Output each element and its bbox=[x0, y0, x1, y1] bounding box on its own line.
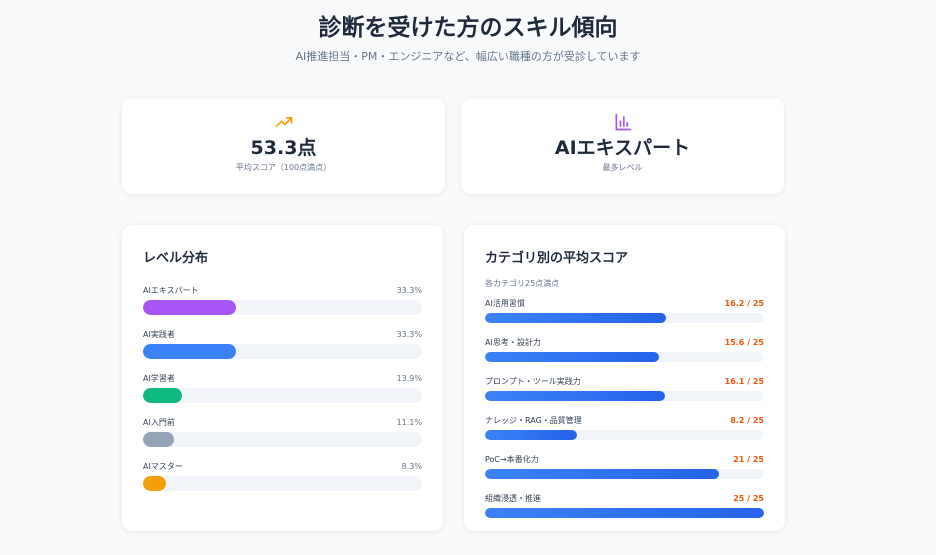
average-score-card: 53.3点 平均スコア（100点満点） bbox=[122, 98, 445, 194]
average-score-value: 53.3点 bbox=[250, 137, 317, 159]
level-bar-track bbox=[143, 476, 422, 491]
category-score-title: カテゴリ別の平均スコア bbox=[485, 251, 629, 266]
category-bar-track bbox=[485, 508, 764, 518]
category-bar-track bbox=[485, 469, 764, 479]
category-bar-track bbox=[485, 352, 764, 362]
top-level-value: AIエキスパート bbox=[554, 137, 691, 159]
trending-up-icon bbox=[275, 117, 292, 127]
level-percent: 11.1% bbox=[396, 417, 422, 427]
level-label: AI実践者 bbox=[143, 329, 175, 339]
level-row-head: AI学習者 13.9% bbox=[143, 372, 422, 384]
level-item: AIマスター 8.3% bbox=[143, 460, 422, 491]
category-label: プロンプト・ツール実践力 bbox=[485, 376, 581, 386]
level-label: AIマスター bbox=[143, 461, 183, 471]
level-percent: 33.3% bbox=[396, 285, 422, 295]
level-row-head: AI実践者 33.3% bbox=[143, 328, 422, 340]
category-row-head: ナレッジ・RAG・品質管理 8.2 / 25 bbox=[485, 414, 764, 426]
level-item: AI実践者 33.3% bbox=[143, 328, 422, 359]
category-label: AI活用習慣 bbox=[485, 298, 525, 308]
category-score: 25 / 25 bbox=[733, 493, 764, 503]
level-bar-track bbox=[143, 344, 422, 359]
level-percent: 13.9% bbox=[396, 373, 422, 383]
level-label: AIエキスパート bbox=[143, 285, 199, 295]
bar-chart-icon bbox=[615, 113, 631, 131]
level-item: AI学習者 13.9% bbox=[143, 372, 422, 403]
category-list: AI活用習慣 16.2 / 25 AI思考・設計力 15.6 / 25 プロンプト・ツー… bbox=[485, 297, 764, 518]
level-row-head: AIマスター 8.3% bbox=[143, 460, 422, 472]
category-score: 21 / 25 bbox=[733, 454, 764, 464]
category-bar-fill bbox=[485, 391, 665, 401]
category-bar-track bbox=[485, 430, 764, 440]
level-bar-track bbox=[143, 388, 422, 403]
level-item: AI入門前 11.1% bbox=[143, 416, 422, 447]
level-row-head: AI入門前 11.1% bbox=[143, 416, 422, 428]
category-score-note: 各カテゴリ25点満点 bbox=[485, 279, 560, 288]
page-title: 診断を受けた方のスキル傾向 bbox=[318, 15, 618, 41]
level-distribution-panel: レベル分布 AIエキスパート 33.3% AI実践者 33.3% AI学習者 13.9% A… bbox=[122, 225, 443, 531]
category-bar-fill bbox=[485, 430, 577, 440]
category-bar-fill bbox=[485, 508, 764, 518]
level-item: AIエキスパート 33.3% bbox=[143, 284, 422, 315]
level-label: AI学習者 bbox=[143, 373, 175, 383]
level-bar-fill bbox=[143, 432, 174, 447]
category-label: 組織浸透・推進 bbox=[485, 493, 541, 503]
category-score: 16.2 / 25 bbox=[724, 298, 764, 308]
category-score: 15.6 / 25 bbox=[724, 337, 764, 347]
level-distribution-title: レベル分布 bbox=[143, 251, 209, 266]
category-row-head: AI思考・設計力 15.6 / 25 bbox=[485, 336, 764, 348]
category-item: AI思考・設計力 15.6 / 25 bbox=[485, 336, 764, 362]
category-bar-track bbox=[485, 313, 764, 323]
category-label: ナレッジ・RAG・品質管理 bbox=[485, 415, 582, 425]
level-label: AI入門前 bbox=[143, 417, 175, 427]
top-level-card: AIエキスパート 最多レベル bbox=[461, 98, 784, 194]
level-bar-track bbox=[143, 432, 422, 447]
level-row-head: AIエキスパート 33.3% bbox=[143, 284, 422, 296]
category-label: PoC→本番化力 bbox=[485, 454, 539, 464]
category-bar-track bbox=[485, 391, 764, 401]
level-percent: 33.3% bbox=[396, 329, 422, 339]
level-bar-fill bbox=[143, 388, 182, 403]
category-score: 16.1 / 25 bbox=[724, 376, 764, 386]
level-bar-fill bbox=[143, 300, 236, 315]
category-row-head: PoC→本番化力 21 / 25 bbox=[485, 453, 764, 465]
level-bar-fill bbox=[143, 344, 236, 359]
category-label: AI思考・設計力 bbox=[485, 337, 541, 347]
category-item: 組織浸透・推進 25 / 25 bbox=[485, 492, 764, 518]
category-bar-fill bbox=[485, 469, 720, 479]
average-score-label: 平均スコア（100点満点） bbox=[235, 163, 332, 172]
category-score-panel: カテゴリ別の平均スコア 各カテゴリ25点満点 AI活用習慣 16.2 / 25 AI… bbox=[464, 225, 785, 531]
category-item: AI活用習慣 16.2 / 25 bbox=[485, 297, 764, 323]
category-bar-fill bbox=[485, 352, 660, 362]
category-row-head: 組織浸透・推進 25 / 25 bbox=[485, 492, 764, 504]
category-row-head: AI活用習慣 16.2 / 25 bbox=[485, 297, 764, 309]
level-bar-fill bbox=[143, 476, 167, 491]
category-item: プロンプト・ツール実践力 16.1 / 25 bbox=[485, 375, 764, 401]
top-level-label: 最多レベル bbox=[602, 163, 643, 172]
category-row-head: プロンプト・ツール実践力 16.1 / 25 bbox=[485, 375, 764, 387]
level-percent: 8.3% bbox=[401, 461, 422, 471]
category-item: PoC→本番化力 21 / 25 bbox=[485, 453, 764, 479]
category-bar-fill bbox=[485, 313, 666, 323]
category-score: 8.2 / 25 bbox=[730, 415, 764, 425]
level-list: AIエキスパート 33.3% AI実践者 33.3% AI学習者 13.9% AI入門前 11… bbox=[143, 284, 422, 491]
category-item: ナレッジ・RAG・品質管理 8.2 / 25 bbox=[485, 414, 764, 440]
level-bar-track bbox=[143, 300, 422, 315]
page-subtitle: AI推進担当・PM・エンジニアなど、幅広い職種の方が受診しています bbox=[295, 50, 641, 63]
